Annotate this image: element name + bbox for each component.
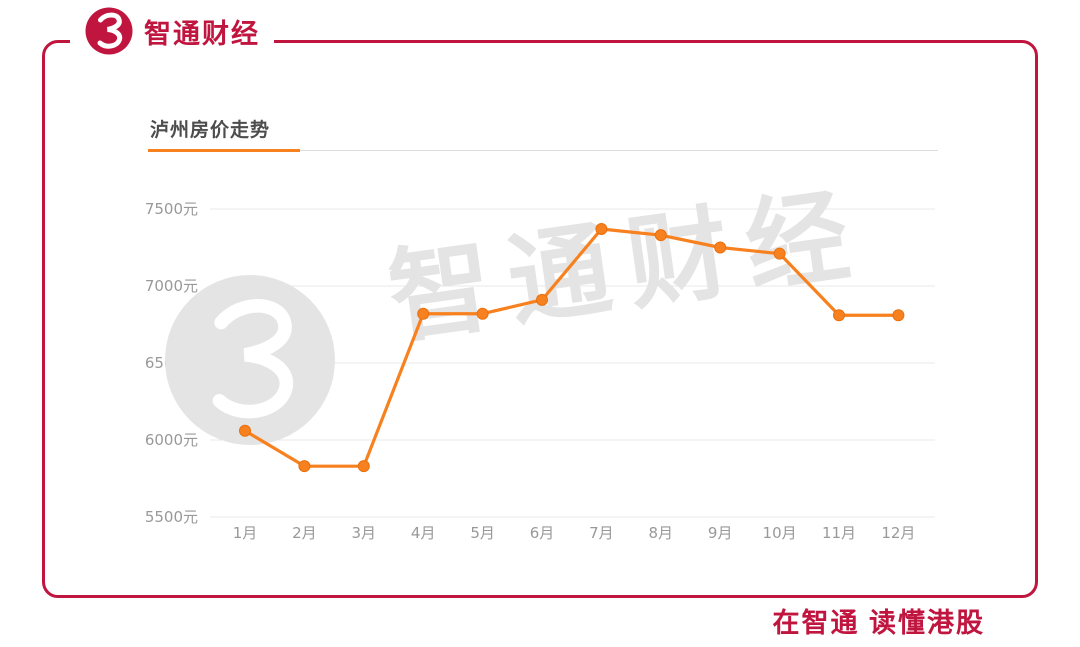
price-line-chart: 7500元7000元6500元6000元5500元1月2月3月4月5月6月7月8…: [145, 186, 935, 542]
x-axis-label: 8月: [649, 524, 674, 542]
data-point[interactable]: [654, 229, 667, 242]
data-point[interactable]: [892, 309, 905, 322]
price-line: [243, 227, 901, 468]
data-point[interactable]: [773, 247, 786, 260]
x-axis-label: 6月: [530, 524, 555, 542]
data-point[interactable]: [833, 309, 845, 322]
chart-watermark: 智通财经: [165, 186, 874, 445]
data-point[interactable]: [595, 223, 608, 236]
x-axis-label: 10月: [763, 524, 797, 542]
x-axis-label: 5月: [470, 524, 495, 542]
card-border: [42, 40, 1038, 598]
y-axis-label: 7500元: [145, 200, 198, 218]
brand-name: 智通财经: [144, 18, 260, 49]
brand-logo-icon: [85, 7, 133, 55]
x-axis-label: 7月: [589, 524, 614, 542]
watermark-text: 智通财经: [382, 186, 874, 359]
x-axis-label: 2月: [292, 524, 317, 542]
x-axis-label: 11月: [822, 524, 856, 542]
x-axis-label: 1月: [233, 524, 258, 542]
title-underline-accent: [148, 149, 300, 152]
data-point[interactable]: [714, 241, 727, 254]
data-point[interactable]: [298, 460, 311, 473]
chart-series: [239, 223, 905, 473]
brand-header: 智通财经: [70, 6, 274, 56]
x-axis-label: 12月: [881, 524, 915, 542]
data-point[interactable]: [357, 460, 370, 473]
data-point[interactable]: [476, 307, 489, 320]
watermark-logo-glyph: [212, 299, 294, 419]
x-axis-label: 4月: [411, 524, 436, 542]
data-point[interactable]: [536, 293, 548, 306]
x-axis-label: 3月: [352, 524, 377, 542]
chart-title: 泸州房价走势: [150, 120, 271, 141]
data-point[interactable]: [417, 307, 430, 320]
title-underline: [148, 149, 938, 152]
footer-slogan: 在智通 读懂港股: [772, 608, 985, 638]
y-axis-label: 6000元: [145, 431, 198, 449]
data-point[interactable]: [239, 424, 251, 437]
y-axis-label: 7000元: [145, 277, 198, 295]
y-axis-label: 5500元: [145, 508, 198, 526]
x-axis-label: 9月: [708, 524, 733, 542]
